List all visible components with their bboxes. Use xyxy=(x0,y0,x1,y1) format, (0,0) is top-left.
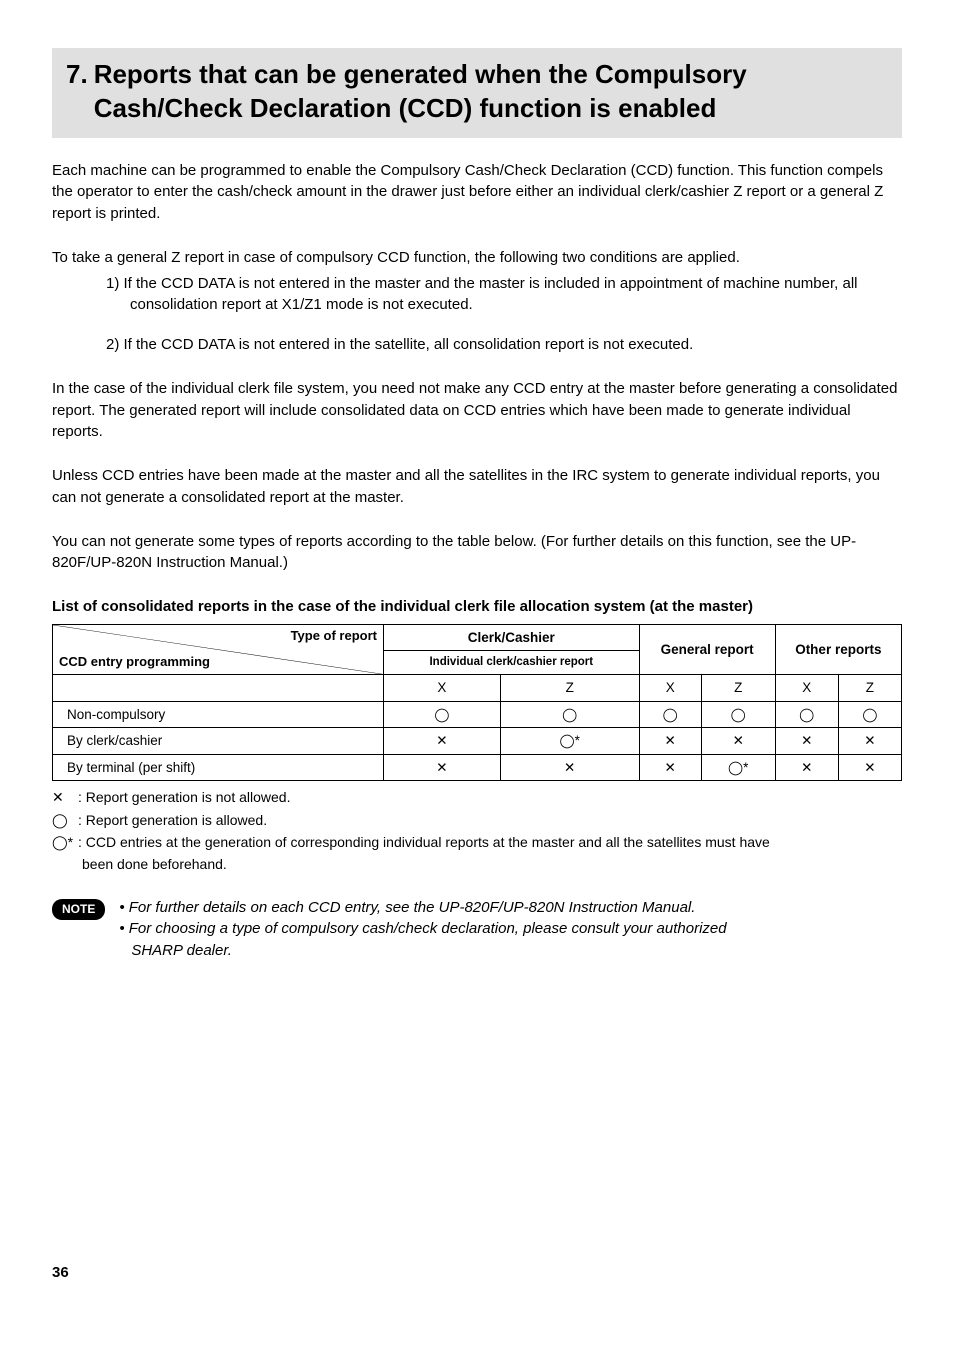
subheader-individual-report: Individual clerk/cashier report xyxy=(384,651,640,675)
diag-type-of-report: Type of report xyxy=(291,627,377,646)
legend-ccd-entries: ◯*: CCD entries at the generation of cor… xyxy=(52,832,902,852)
header-clerk-cashier: Clerk/Cashier xyxy=(384,624,640,651)
header-general-report: General report xyxy=(640,627,775,671)
legend-allowed: ◯: Report generation is allowed. xyxy=(52,810,902,830)
table-row: Non-compulsory ◯ ◯ ◯ ◯ ◯ ◯ xyxy=(53,701,902,728)
table-row-cols: X Z X Z X Z xyxy=(53,675,902,702)
condition-1: 1) If the CCD DATA is not entered in the… xyxy=(52,273,902,317)
note-line1: • For further details on each CCD entry,… xyxy=(119,897,726,919)
legend-ccd-entries-cont: been done beforehand. xyxy=(52,854,902,874)
title-line1: Reports that can be generated when the C… xyxy=(94,59,747,89)
note-badge: NOTE xyxy=(52,899,105,920)
legend-not-allowed: ✕: Report generation is not allowed. xyxy=(52,787,902,807)
diag-ccd-programming: CCD entry programming xyxy=(59,653,210,672)
note-line3: SHARP dealer. xyxy=(119,940,726,962)
reports-table: Type of report CCD entry programming Cle… xyxy=(52,624,902,781)
paragraph-table-ref: You can not generate some types of repor… xyxy=(52,531,902,575)
paragraph-intro: Each machine can be programmed to enable… xyxy=(52,160,902,225)
paragraph-unless: Unless CCD entries have been made at the… xyxy=(52,465,902,509)
title-line2: Cash/Check Declaration (CCD) function is… xyxy=(94,93,717,123)
section-title: 7.Reports that can be generated when the… xyxy=(52,48,902,138)
paragraph-individual-clerk: In the case of the individual clerk file… xyxy=(52,378,902,443)
header-other-reports: Other reports xyxy=(776,627,901,671)
table-row: By clerk/cashier ✕ ◯* ✕ ✕ ✕ ✕ xyxy=(53,728,902,755)
page-number: 36 xyxy=(52,1262,902,1284)
table-row: By terminal (per shift) ✕ ✕ ✕ ◯* ✕ ✕ xyxy=(53,754,902,781)
paragraph-conditions-lead: To take a general Z report in case of co… xyxy=(52,247,902,269)
table-caption: List of consolidated reports in the case… xyxy=(52,596,902,618)
condition-2: 2) If the CCD DATA is not entered in the… xyxy=(52,334,902,356)
note-line2: • For choosing a type of compulsory cash… xyxy=(119,918,726,940)
note-block: NOTE • For further details on each CCD e… xyxy=(52,897,902,962)
section-number: 7. xyxy=(66,58,88,92)
